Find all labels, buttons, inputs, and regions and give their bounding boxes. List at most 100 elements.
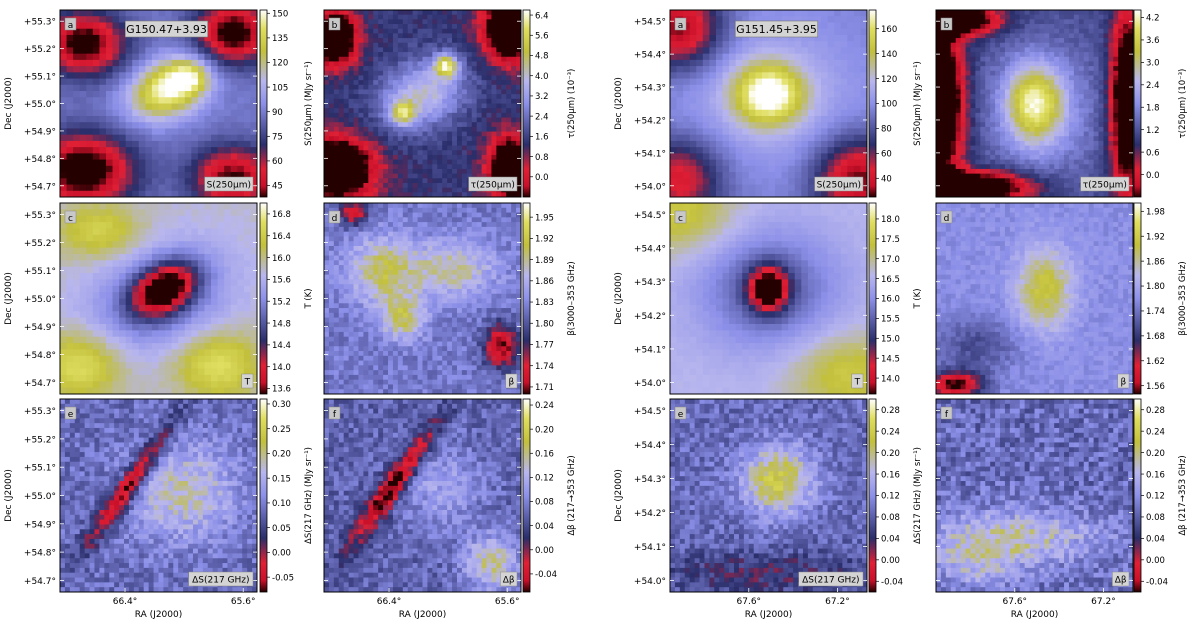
y-tick-label: +54.9° — [24, 127, 56, 137]
y-tick-label: +54.0° — [634, 577, 666, 587]
colorbar-tick-label: 75 — [272, 133, 283, 143]
panel-c-group1: c T +55.3° +55.2° +55.1° +55.0° +54.9° +54.8° +5… — [4, 202, 258, 395]
panel-frame — [935, 398, 1134, 593]
colorbar-tick-label: 0.16 — [881, 470, 900, 480]
panel-letter: a — [68, 21, 74, 31]
panel-frame — [935, 9, 1134, 198]
panel-e-group1: e ΔS(217 GHz) +55.3° +55.2° +55.1° +55.0° +54.… — [4, 398, 258, 620]
panel-b-group1: b τ(250μm) — [323, 9, 522, 198]
corner-label-badge — [814, 176, 864, 192]
panel-letter: d — [944, 214, 950, 224]
colorbar-tick-label: 0.20 — [535, 425, 554, 435]
corner-label: S(250μm) — [207, 181, 251, 191]
corner-label: β — [508, 378, 514, 388]
colorbar-tick-label: 0.24 — [535, 401, 554, 411]
colorbar-tick-label: -0.04 — [1146, 577, 1168, 587]
heatmap-cells — [324, 203, 521, 394]
colorbar-f: 0.24 0.20 0.16 0.12 0.08 0.04 0.00 -0.04 Δβ (217… — [522, 398, 577, 593]
colorbar-tick-label: 0.12 — [881, 492, 900, 502]
corner-label-badge — [188, 571, 254, 587]
x-tick-label: 67.6° — [737, 597, 762, 607]
panel-ticks — [324, 214, 521, 383]
y-tick-label: +54.3° — [634, 278, 666, 288]
panel-letter-badge — [64, 210, 77, 224]
corner-label-badge — [505, 373, 518, 389]
colorbar-tick-label: 1.86 — [1146, 257, 1165, 267]
y-tick-label: +55.0° — [24, 100, 56, 110]
colorbar-tick-label: 6.4 — [535, 11, 549, 21]
panel-ticks — [936, 410, 1133, 581]
y-axis-label: Dec (J2000) — [614, 469, 624, 522]
colorbar-tick-label: 0.20 — [1146, 449, 1165, 459]
colorbar-tick-label: 160 — [881, 25, 897, 35]
colorbar-gradient — [522, 202, 531, 395]
heatmap-cells — [936, 399, 1133, 592]
colorbar-tick-label: 135 — [272, 34, 288, 44]
colorbar-tick-label: 0.04 — [881, 535, 900, 545]
heatmap-cells — [936, 203, 1133, 394]
y-tick-label: +55.0° — [24, 492, 56, 502]
y-axis-label: Dec (J2000) — [614, 272, 624, 325]
y-tick-label: +54.8° — [24, 155, 56, 165]
colorbar-tick-label: 90 — [272, 108, 283, 118]
colorbar-tick-label: 0.0 — [535, 173, 549, 183]
colorbar-tick-label: 150 — [272, 9, 288, 19]
corner-label-badge — [468, 176, 518, 192]
y-axis-label: Dec (J2000) — [614, 77, 624, 130]
y-tick-label: +54.3° — [634, 84, 666, 94]
panel-letter: e — [68, 410, 74, 420]
corner-label: β — [1120, 378, 1126, 388]
colorbar-tick-label: 3.0 — [1146, 59, 1160, 69]
colorbar-tick-label: 4.2 — [1146, 14, 1160, 24]
colorbar-tick-label: 105 — [272, 83, 288, 93]
y-tick-label: +54.5° — [634, 407, 666, 417]
corner-label: τ(250μm) — [1083, 181, 1127, 191]
colorbar-label: ΔS(217 GHz) (MJy sr⁻¹) — [304, 447, 314, 544]
colorbar-e: 0.28 0.24 0.20 0.16 0.12 0.08 0.04 0.00 -0.04 ΔS(… — [868, 398, 923, 593]
colorbar-tick-label: 1.71 — [535, 383, 554, 393]
colorbar-tick-label: 16.0 — [881, 295, 900, 305]
y-tick-label: +54.7° — [24, 577, 56, 587]
colorbar-tick-label: 0.08 — [535, 498, 554, 508]
panel-frame — [935, 202, 1134, 395]
colorbar-tick-label: 2.4 — [1146, 81, 1160, 91]
colorbar-tick-label: 0.00 — [881, 556, 900, 566]
y-tick-label: +55.2° — [24, 435, 56, 445]
colorbar-tick-label: 14.0 — [272, 363, 291, 373]
corner-label-badge — [1117, 373, 1130, 389]
y-tick-label: +54.9° — [24, 323, 56, 333]
colorbar-label: S(250μm) (MJy sr⁻¹) — [304, 61, 314, 146]
y-tick-label: +55.3° — [24, 211, 56, 221]
heatmap-cells — [670, 10, 867, 197]
y-tick-label: +55.3° — [24, 407, 56, 417]
x-axis-label: RA (J2000) — [399, 610, 447, 620]
panel-letter-badge — [64, 17, 77, 31]
colorbar-tick-label: 0.16 — [1146, 470, 1165, 480]
colorbar-label: ΔS(217 GHz) (MJy sr⁻¹) — [913, 447, 923, 544]
colorbar-label: T (K) — [304, 288, 314, 309]
colorbar-tick-label: 1.80 — [535, 319, 554, 329]
colorbar-tick-label: 0.24 — [881, 427, 900, 437]
y-tick-label: +54.2° — [634, 116, 666, 126]
y-tick-label: +54.3° — [634, 475, 666, 485]
y-tick-label: +54.4° — [634, 441, 666, 451]
x-tick-label: 65.6° — [231, 597, 256, 607]
colorbar-tick-label: 3.6 — [1146, 36, 1160, 46]
colorbar-tick-label: 0.10 — [272, 499, 291, 509]
panel-letter: b — [944, 21, 950, 31]
source-name: G151.45+3.95 — [736, 23, 817, 36]
colorbar-label: τ(250μm) (10⁻³) — [1178, 69, 1188, 139]
y-axis-label: Dec (J2000) — [4, 77, 14, 130]
colorbar-tick-label: 17.5 — [881, 235, 900, 245]
y-tick-label: +54.8° — [24, 549, 56, 559]
corner-label: τ(250μm) — [471, 181, 515, 191]
colorbar-tick-label: 0.08 — [881, 513, 900, 523]
panel-ticks — [936, 20, 1133, 187]
colorbar-tick-label: 0.20 — [272, 450, 291, 460]
y-tick-label: +55.3° — [24, 18, 56, 28]
colorbar-tick-label: 2.4 — [535, 112, 549, 122]
heatmap-cells — [324, 399, 521, 592]
panel-letter-badge — [328, 17, 341, 31]
colorbar-gradient — [1133, 398, 1142, 593]
